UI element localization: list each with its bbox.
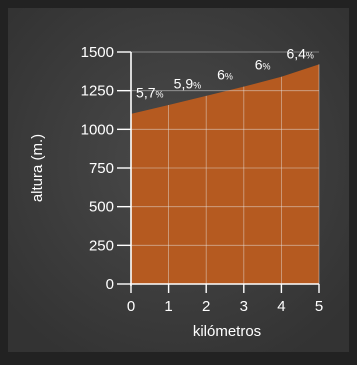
segment-gradient-value: 6 (217, 66, 225, 82)
segment-gradient-value: 6,4 (286, 46, 306, 62)
segment-gradient-label: 6% (255, 57, 271, 73)
elevation-area (131, 64, 319, 284)
segment-gradient-value: 5,7 (136, 84, 156, 100)
segment-gradient-unit: % (156, 89, 164, 99)
x-tick-label: 2 (202, 298, 210, 315)
y-tick-label: 1500 (81, 44, 114, 61)
segment-gradient-label: 5,9% (174, 75, 201, 91)
segment-gradient-unit: % (306, 51, 314, 61)
x-tick-label: 1 (164, 298, 172, 315)
segment-gradient-label: 6,4% (286, 46, 313, 62)
y-tick-label: 500 (89, 199, 114, 216)
segment-gradient-value: 5,9 (174, 75, 194, 91)
segment-gradient-unit: % (225, 71, 233, 81)
segment-gradient-label: 5,7% (136, 84, 163, 100)
segment-gradient-unit: % (262, 62, 270, 72)
segment-gradient-unit: % (193, 80, 201, 90)
y-tick-label: 1250 (81, 83, 114, 100)
segment-gradient-value: 6 (255, 57, 263, 73)
x-tick-label: 4 (277, 298, 285, 315)
x-axis-label: kilómetros (193, 323, 261, 340)
y-tick-label: 0 (106, 276, 114, 293)
x-tick-label: 0 (127, 298, 135, 315)
x-tick-label: 5 (315, 298, 323, 315)
y-tick-label: 1000 (81, 121, 114, 138)
x-tick-label: 3 (240, 298, 248, 315)
y-tick-label: 750 (89, 160, 114, 177)
y-axis-label: altura (m.) (29, 134, 46, 202)
y-tick-label: 250 (89, 237, 114, 254)
segment-gradient-label: 6% (217, 66, 233, 82)
